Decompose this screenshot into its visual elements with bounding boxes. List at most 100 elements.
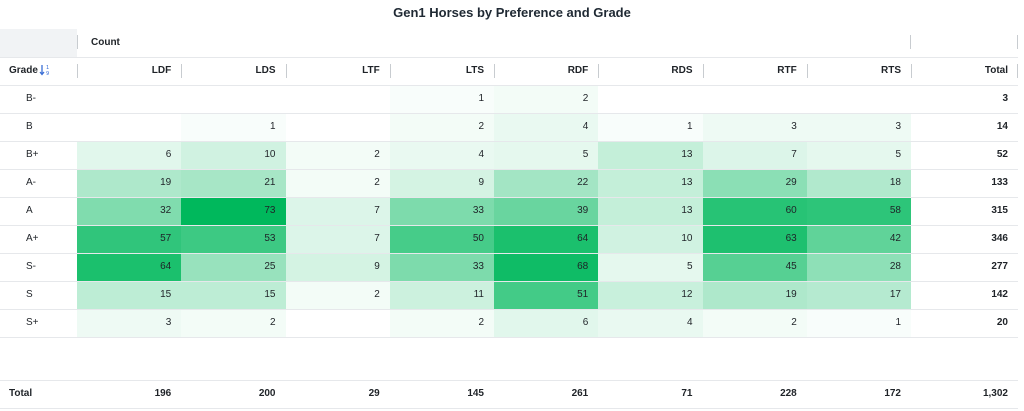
measure-label: Count [91,37,120,48]
heat-cell: 2 [389,309,494,337]
heat-cell: 9 [389,169,494,197]
total-separator [0,380,1018,381]
row-separator [0,337,1018,338]
heat-cell: 6 [494,309,599,337]
heat-cell: 4 [389,141,494,169]
column-total: 261 [571,388,589,399]
heat-cell: 2 [702,309,807,337]
row-total: 52 [996,149,1008,160]
header-separator [0,85,1018,86]
row-total: 133 [991,177,1008,188]
header-corner [0,29,77,57]
row-total: 14 [996,121,1008,132]
heat-cell: 64 [494,225,599,253]
heat-cell: 15 [181,281,286,309]
heat-cell: 1 [806,309,911,337]
column-header[interactable]: RTF [777,65,797,76]
heat-cell: 63 [702,225,807,253]
heat-cell: 32 [77,197,182,225]
column-total: 29 [368,388,380,399]
column-divider [911,64,912,78]
heat-cell: 45 [702,253,807,281]
heat-cell [181,85,286,113]
heat-cell: 39 [494,197,599,225]
column-header[interactable]: LDF [151,65,172,76]
column-divider [702,64,704,78]
heat-cell: 7 [702,141,807,169]
row-header-grade[interactable]: Grade [9,65,38,76]
column-divider [389,64,391,78]
column-header[interactable]: LTF [362,65,380,76]
heat-cell: 33 [389,253,494,281]
heat-cell: 5 [806,141,911,169]
column-divider [806,64,808,78]
column-divider [598,64,600,78]
svg-text:9: 9 [46,71,49,77]
row-total: 277 [991,261,1008,272]
heat-cell: 3 [702,113,807,141]
heat-cell: 1 [598,113,703,141]
heat-cell: 3 [77,309,182,337]
heat-cell: 2 [285,281,390,309]
column-total: 172 [884,388,901,399]
heat-cell: 64 [77,253,182,281]
row-separator [0,169,1018,170]
column-divider [77,64,78,78]
heat-cell: 19 [77,169,182,197]
heat-cell: 10 [181,141,286,169]
column-header[interactable]: LDS [255,65,276,76]
heat-cell: 7 [285,197,390,225]
heat-cell: 25 [181,253,286,281]
grand-total: 1,302 [982,388,1008,399]
heat-cell: 13 [598,197,703,225]
row-label: S+ [26,317,39,328]
column-header[interactable]: LTS [465,65,484,76]
row-label: A- [26,177,36,188]
column-divider [181,64,183,78]
heat-cell: 19 [702,281,807,309]
row-separator [0,253,1018,254]
row-label: B [26,121,33,132]
row-separator [0,113,1018,114]
heat-cell: 73 [181,197,286,225]
heat-cell [702,85,807,113]
row-separator [0,141,1018,142]
heat-cell: 2 [285,141,390,169]
total-separator [0,408,1018,409]
heat-cell: 6 [77,141,182,169]
row-label: S [26,289,33,300]
heat-cell: 13 [598,141,703,169]
total-row-label: Total [9,388,33,399]
heat-cell: 1 [389,85,494,113]
heat-cell: 28 [806,253,911,281]
heat-cell: 1 [181,113,286,141]
heat-cell: 17 [806,281,911,309]
heat-cell: 57 [77,225,182,253]
row-separator [0,225,1018,226]
heat-cell [285,309,390,337]
heat-cell: 5 [598,253,703,281]
heat-cell [285,113,390,141]
column-header[interactable]: RDS [671,65,693,76]
row-separator [0,309,1018,310]
row-total: 142 [991,289,1008,300]
heat-cell: 13 [598,169,703,197]
heat-cell: 50 [389,225,494,253]
column-header[interactable]: RTS [881,65,901,76]
heat-cell: 12 [598,281,703,309]
measure-divider [910,35,911,49]
header-separator [0,57,1018,58]
heat-cell: 3 [806,113,911,141]
chart-title: Gen1 Horses by Preference and Grade [393,5,631,20]
heat-cell: 51 [494,281,599,309]
column-header[interactable]: RDF [567,65,589,76]
heat-cell [77,113,182,141]
row-separator [0,197,1018,198]
row-label: B- [26,93,36,104]
heat-cell: 42 [806,225,911,253]
heat-cell: 15 [77,281,182,309]
heat-cell: 2 [181,309,286,337]
column-total: 71 [681,388,693,399]
measure-divider [1017,35,1018,49]
sort-ascending-icon[interactable]: 1 9 [39,63,53,77]
